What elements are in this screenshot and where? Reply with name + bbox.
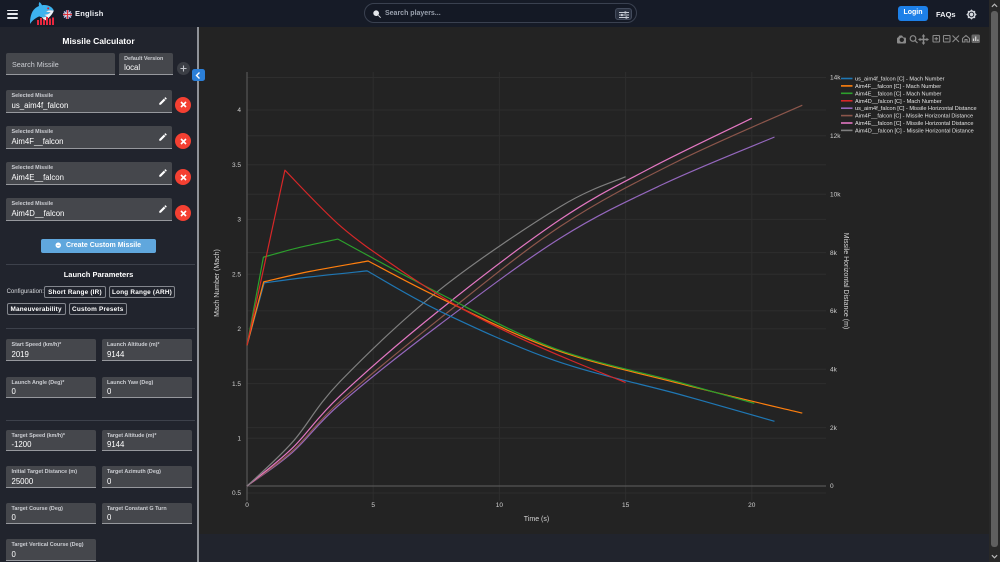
svg-text:Aim4F__falcon [C] - Missile Ho: Aim4F__falcon [C] - Missile Horizontal D… <box>855 114 973 120</box>
svg-text:12k: 12k <box>830 133 841 140</box>
svg-text:Aim4F__falcon [C] - Mach Numbe: Aim4F__falcon [C] - Mach Number <box>855 84 941 90</box>
svg-text:20: 20 <box>748 502 756 509</box>
svg-text:2: 2 <box>237 326 241 333</box>
svg-text:10k: 10k <box>830 191 841 198</box>
svg-text:Time (s): Time (s) <box>524 516 549 523</box>
svg-text:14k: 14k <box>830 75 841 82</box>
svg-text:4: 4 <box>237 107 241 114</box>
svg-text:1: 1 <box>237 436 241 443</box>
svg-text:us_aim4f_falcon [C] - Mach Num: us_aim4f_falcon [C] - Mach Number <box>855 77 945 83</box>
svg-text:6k: 6k <box>830 308 838 315</box>
svg-text:3.5: 3.5 <box>232 162 241 169</box>
svg-text:Aim4D__falcon [C] - Mach Numbe: Aim4D__falcon [C] - Mach Number <box>855 99 942 105</box>
svg-text:15: 15 <box>622 502 630 509</box>
svg-text:3: 3 <box>237 217 241 224</box>
svg-text:Missile Horizontal Distance (m: Missile Horizontal Distance (m) <box>842 233 849 329</box>
svg-text:Aim4D__falcon [C] - Missile Ho: Aim4D__falcon [C] - Missile Horizontal D… <box>855 128 974 134</box>
svg-text:Mach Number (Mach): Mach Number (Mach) <box>214 249 221 317</box>
svg-text:2k: 2k <box>830 425 838 432</box>
svg-text:2.5: 2.5 <box>232 271 241 278</box>
svg-text:1.5: 1.5 <box>232 381 241 388</box>
svg-text:Aim4E__falcon [C] - Missile Ho: Aim4E__falcon [C] - Missile Horizontal D… <box>855 121 973 127</box>
svg-text:8k: 8k <box>830 250 838 257</box>
svg-text:us_aim4f_falcon [C] - Missile: us_aim4f_falcon [C] - Missile Horizontal… <box>855 106 977 112</box>
svg-text:5: 5 <box>371 502 375 509</box>
svg-text:0: 0 <box>245 502 249 509</box>
svg-text:10: 10 <box>496 502 504 509</box>
svg-text:0.5: 0.5 <box>232 490 241 497</box>
svg-text:Aim4E__falcon [C] - Mach Numbe: Aim4E__falcon [C] - Mach Number <box>855 91 942 97</box>
svg-text:0: 0 <box>830 483 834 490</box>
svg-text:4k: 4k <box>830 367 838 374</box>
